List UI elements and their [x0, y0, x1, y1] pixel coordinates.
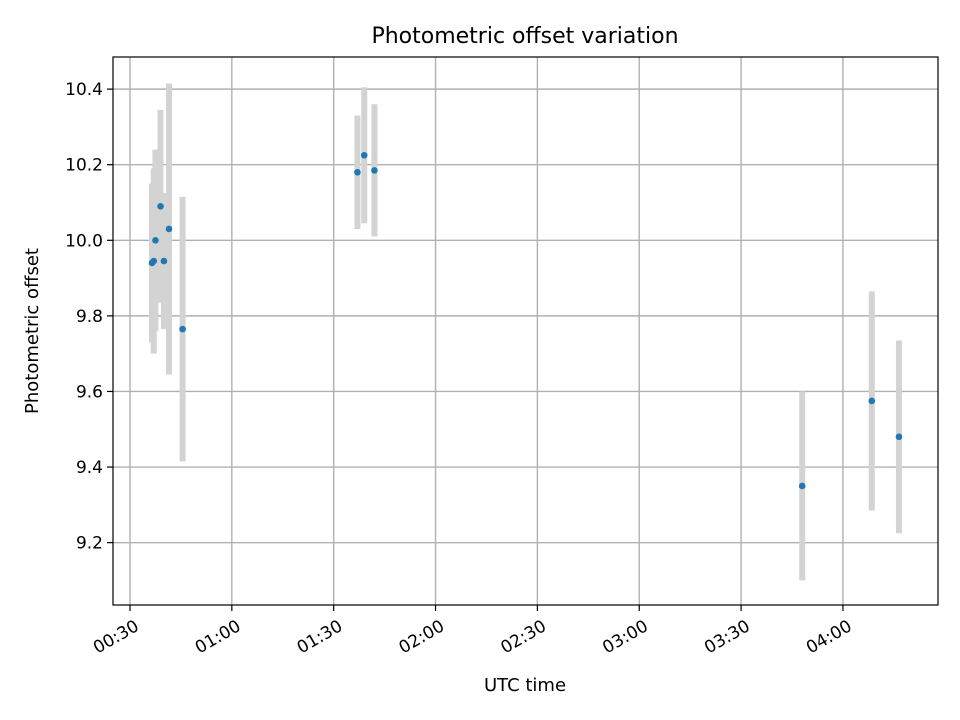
y-tick-label: 9.4: [76, 458, 103, 478]
data-point: [354, 168, 361, 176]
x-axis-label: UTC time: [484, 675, 566, 696]
data-point: [360, 151, 368, 159]
y-tick-label: 10.0: [65, 231, 103, 251]
data-point: [895, 433, 903, 441]
data-point: [371, 167, 378, 174]
data-point: [150, 257, 158, 265]
data-point: [152, 236, 159, 244]
y-tick-label: 10.4: [65, 80, 103, 100]
data-point: [160, 257, 168, 265]
data-point: [868, 397, 876, 405]
grid-layer: [113, 57, 938, 605]
y-tick-label: 10.2: [65, 156, 103, 176]
data-point: [165, 225, 173, 233]
data-point: [179, 325, 186, 333]
y-tick-label: 9.8: [76, 307, 103, 327]
data-point: [157, 202, 164, 210]
chart-title: Photometric offset variation: [371, 24, 678, 49]
y-tick-label: 9.2: [76, 534, 103, 554]
y-axis-label: Photometric offset: [22, 248, 43, 414]
data-point: [798, 482, 806, 490]
point-layer: [148, 151, 903, 490]
plot-frame: [112, 56, 939, 606]
y-tick-label: 9.6: [76, 382, 103, 402]
